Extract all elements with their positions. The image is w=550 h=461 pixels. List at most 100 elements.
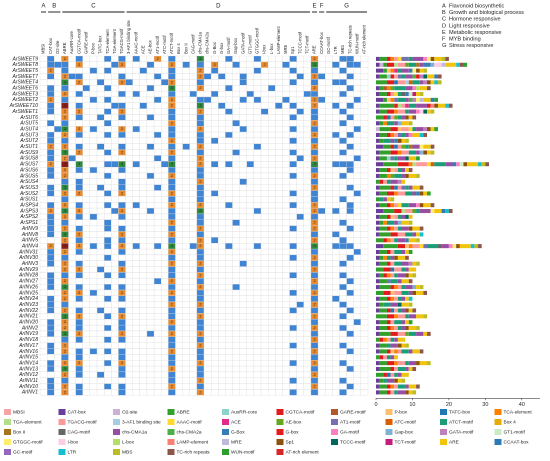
cell-count: 2	[313, 156, 315, 160]
heatmap-cell	[339, 225, 347, 232]
bar-segment	[383, 244, 398, 249]
heatmap-cell	[332, 225, 340, 232]
heatmap-cell	[161, 73, 169, 80]
heatmap-cell	[325, 237, 333, 244]
heatmap-cell	[268, 324, 276, 332]
heatmap-cell	[246, 231, 255, 238]
heatmap-cell	[360, 137, 369, 144]
bar-segment	[376, 179, 380, 184]
heatmap-cell	[339, 231, 347, 238]
gene-label: ArSWEET4	[11, 80, 38, 86]
bar-segment	[394, 220, 398, 225]
heatmap-cell	[75, 90, 83, 98]
heatmap-cell	[118, 307, 126, 314]
bar-segment	[376, 302, 380, 307]
heatmap-cell	[175, 90, 183, 98]
heatmap-cell	[182, 73, 190, 80]
heatmap-cell	[89, 371, 98, 378]
heatmap-cell	[310, 90, 319, 98]
heatmap-cell	[296, 254, 304, 261]
heatmap-cell	[189, 61, 198, 68]
heatmap-cell	[339, 114, 347, 121]
heatmap-cell	[39, 155, 48, 162]
bar-segment	[408, 273, 413, 278]
heatmap-cell	[46, 389, 55, 396]
bar-segment	[408, 238, 417, 243]
bar-segment	[397, 144, 402, 149]
heatmap-cell	[218, 225, 226, 232]
heatmap-cell	[346, 283, 354, 291]
heatmap-cell	[82, 283, 91, 291]
legend-label: GC-motif	[13, 449, 33, 455]
bar-segment	[408, 68, 413, 73]
heatmap-cell	[46, 172, 55, 179]
gene-label: ArINV10	[18, 384, 38, 390]
bar-segment	[390, 273, 395, 278]
heatmap-cell	[203, 342, 212, 349]
heatmap-cell	[89, 243, 98, 250]
legend-label: GARE-motif	[340, 409, 366, 415]
heatmap-cell	[253, 149, 262, 156]
cell-count: 3	[64, 332, 66, 336]
heatmap-cell	[346, 248, 354, 256]
heatmap-cell	[317, 377, 326, 384]
bar-segment	[408, 62, 417, 67]
heatmap-cell	[75, 389, 83, 396]
bar-segment	[390, 138, 395, 143]
heatmap-cell	[89, 283, 98, 291]
heatmap-cell	[125, 342, 133, 349]
legend-label: P-box	[395, 409, 408, 415]
heatmap-cell	[54, 330, 62, 337]
heatmap-cell	[175, 301, 183, 308]
heatmap-cell	[153, 61, 162, 68]
legend-swatch	[113, 419, 120, 425]
bar-segment	[412, 132, 420, 137]
heatmap-cell	[339, 131, 347, 139]
bar-segment	[394, 320, 402, 325]
bar-segment	[423, 144, 431, 149]
heatmap-cell	[203, 289, 212, 296]
heatmap-cell	[260, 371, 269, 378]
heatmap-cell	[196, 319, 205, 326]
heatmap-cell	[89, 131, 98, 139]
heatmap-cell	[325, 354, 333, 361]
bar-segment	[408, 127, 413, 132]
heatmap-cell	[253, 360, 262, 367]
bar-segment	[376, 261, 380, 266]
heatmap-cell	[275, 266, 283, 273]
gene-label: ArSPS2	[19, 214, 38, 220]
heatmap-cell	[260, 207, 269, 215]
heatmap-cell	[218, 377, 226, 384]
heatmap-cell	[225, 184, 233, 191]
heatmap-cell	[111, 137, 119, 144]
heatmap-cell	[111, 131, 119, 139]
heatmap-cell	[161, 67, 169, 74]
heatmap-cell	[210, 207, 219, 215]
bar-segment	[430, 103, 435, 108]
heatmap-cell	[225, 365, 233, 373]
bar-segment	[467, 162, 479, 167]
bar-segment	[419, 209, 431, 214]
bar-segment	[423, 68, 428, 73]
heatmap-cell	[296, 85, 304, 92]
heatmap-cell	[275, 319, 283, 326]
heatmap-cell	[346, 219, 354, 226]
heatmap-cell	[289, 108, 297, 115]
heatmap-cell	[118, 178, 126, 185]
bar-segment	[397, 220, 402, 225]
heatmap-cell	[332, 172, 340, 179]
heatmap-cell	[225, 313, 233, 320]
bar-segment	[401, 290, 409, 295]
heatmap-cell	[111, 313, 119, 320]
heatmap-cell	[268, 120, 276, 127]
bar-segment	[390, 226, 395, 231]
heatmap-cell	[339, 90, 347, 98]
heatmap-cell	[104, 143, 112, 150]
legend-swatch	[276, 409, 284, 415]
bar-segment	[423, 74, 428, 79]
heatmap-cell	[210, 225, 219, 232]
heatmap-cell	[232, 365, 240, 373]
heatmap-cell	[75, 131, 83, 139]
heatmap-cell	[153, 319, 162, 326]
legend-label: GA-motif	[340, 429, 360, 435]
